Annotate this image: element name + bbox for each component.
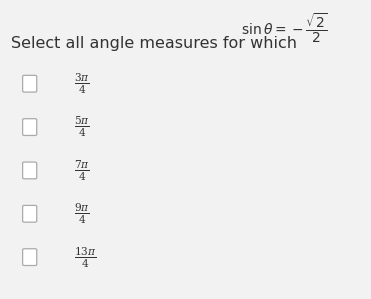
Text: $\frac{3\pi}{4}$: $\frac{3\pi}{4}$ <box>74 71 90 96</box>
Text: $\frac{5\pi}{4}$: $\frac{5\pi}{4}$ <box>74 115 90 139</box>
FancyBboxPatch shape <box>23 162 37 179</box>
FancyBboxPatch shape <box>23 119 37 135</box>
Text: $\frac{7\pi}{4}$: $\frac{7\pi}{4}$ <box>74 158 90 183</box>
Text: $\frac{9\pi}{4}$: $\frac{9\pi}{4}$ <box>74 202 90 226</box>
Text: $\sin\theta = -\dfrac{\sqrt{2}}{2}$: $\sin\theta = -\dfrac{\sqrt{2}}{2}$ <box>241 12 328 45</box>
FancyBboxPatch shape <box>23 205 37 222</box>
Text: $\frac{13\pi}{4}$: $\frac{13\pi}{4}$ <box>74 245 97 269</box>
Text: Select all angle measures for which: Select all angle measures for which <box>11 36 297 51</box>
FancyBboxPatch shape <box>23 249 37 266</box>
FancyBboxPatch shape <box>23 75 37 92</box>
